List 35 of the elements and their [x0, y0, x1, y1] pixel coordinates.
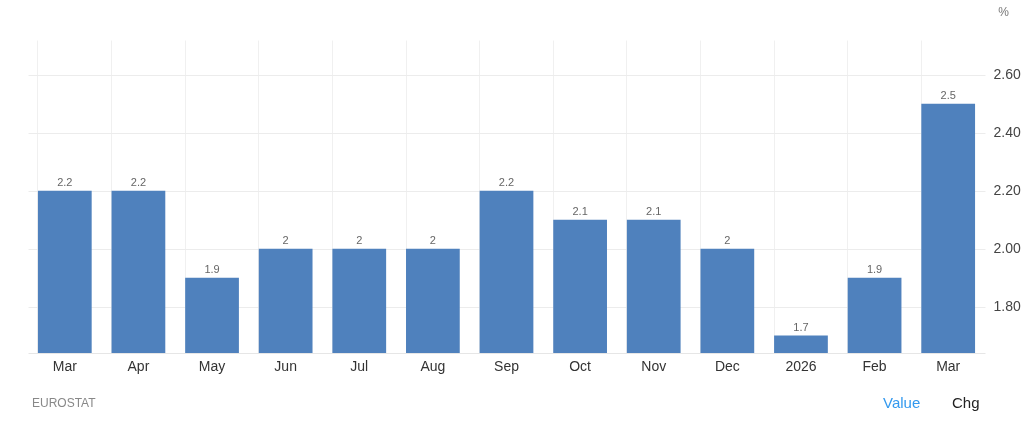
- x-tick-label: Jul: [350, 357, 369, 374]
- data-label: 2: [356, 233, 363, 246]
- x-tick-label: Nov: [641, 357, 667, 374]
- y-tick-label: 2.00: [993, 240, 1021, 257]
- data-label: 2.2: [498, 175, 515, 188]
- x-tick-label: Dec: [714, 357, 740, 374]
- data-label: 2.2: [57, 175, 73, 188]
- x-tick-label: Mar: [936, 357, 961, 374]
- y-tick-label: 2.40: [993, 124, 1021, 141]
- data-label: 2.1: [646, 204, 662, 217]
- y-tick-label: 2.20: [993, 182, 1021, 199]
- x-tick-label: Feb: [862, 357, 887, 374]
- x-tick-label: May: [198, 357, 226, 374]
- x-tick-label: 2026: [785, 357, 817, 374]
- data-label: 1.9: [866, 262, 883, 275]
- text: Chg: [952, 394, 980, 411]
- x-tick-label: Oct: [569, 357, 592, 374]
- x-tick-label: Mar: [52, 357, 78, 374]
- data-label: 2: [724, 233, 731, 246]
- y-tick-label: 2.60: [993, 66, 1021, 83]
- x-tick-label: Aug: [420, 357, 446, 374]
- y-tick-label: 1.80: [993, 298, 1021, 315]
- data-label: 2.1: [572, 204, 588, 217]
- x-tick-label: Apr: [127, 357, 150, 374]
- data-label: 2.5: [940, 88, 956, 101]
- y-axis-title: %: [998, 4, 1010, 19]
- x-tick-label: Sep: [494, 357, 520, 374]
- x-tick-label: Jun: [274, 357, 297, 374]
- text: Value: [883, 394, 921, 411]
- data-label: 2: [282, 233, 289, 246]
- text: EUROSTAT: [32, 396, 96, 410]
- data-label: 2: [429, 233, 436, 246]
- data-label: 1.9: [204, 262, 220, 275]
- data-label: 1.7: [793, 320, 809, 333]
- data-label: 2.2: [130, 175, 147, 188]
